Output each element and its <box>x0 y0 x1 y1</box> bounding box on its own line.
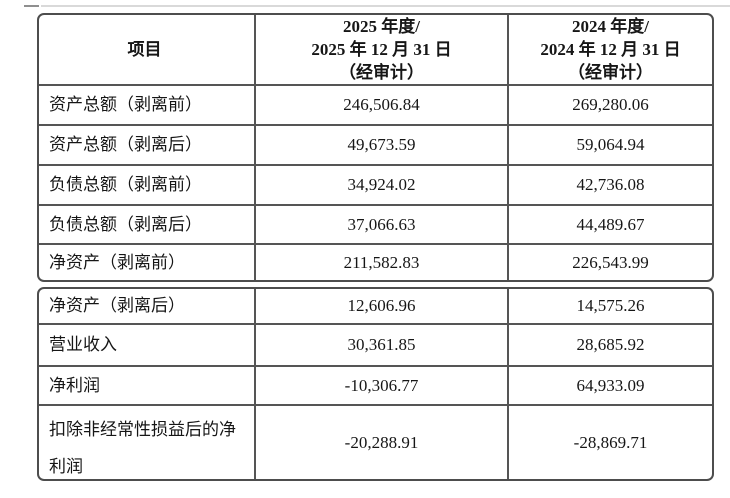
header-2024-line1: 2024 年度/ <box>572 17 649 36</box>
value-2024: 28,685.92 <box>507 325 712 365</box>
value-2024: 42,736.08 <box>507 166 712 204</box>
table-row-total-liabilities-pre: 负债总额（剥离前） 34,924.02 42,736.08 <box>39 164 712 204</box>
table-row-net-assets-pre: 净资产（剥离前） 211,582.83 226,543.99 <box>39 243 712 280</box>
table-row-net-profit-excl-nonrecurring: 扣除非经常性损益后的净利润 -20,288.91 -28,869.71 <box>39 404 712 479</box>
row-label: 负债总额（剥离后） <box>49 214 202 234</box>
top-edge-artifact-dark <box>24 5 39 7</box>
header-2025-line1: 2025 年度/ <box>343 17 420 36</box>
value-2024: 14,575.26 <box>507 289 712 323</box>
value-2024: 44,489.67 <box>507 206 712 243</box>
value-2024: 59,064.94 <box>507 126 712 164</box>
value-2025: 49,673.59 <box>254 126 507 164</box>
header-2024-line2: 2024 年 12 月 31 日 <box>540 40 681 59</box>
table-row-net-assets-post: 净资产（剥离后） 12,606.96 14,575.26 <box>39 289 712 323</box>
header-2024-line3: （经审计） <box>568 63 653 82</box>
financial-table-upper: 项目 2025 年度/ 2025 年 12 月 31 日 （经审计） 2024 … <box>37 13 714 282</box>
table-header-row: 项目 2025 年度/ 2025 年 12 月 31 日 （经审计） 2024 … <box>39 15 712 84</box>
header-2024-lines: 2024 年度/ 2024 年 12 月 31 日 （经审计） <box>540 15 680 84</box>
table-row-net-profit: 净利润 -10,306.77 64,933.09 <box>39 365 712 404</box>
financial-table-lower: 净资产（剥离后） 12,606.96 14,575.26 营业收入 30,361… <box>37 287 714 481</box>
row-label: 扣除非经常性损益后的净利润 <box>49 420 236 476</box>
table-row-total-assets-pre: 资产总额（剥离前） 246,506.84 269,280.06 <box>39 84 712 124</box>
value-2025: -20,288.91 <box>254 406 507 479</box>
value-2024: 64,933.09 <box>507 367 712 404</box>
value-2024: 226,543.99 <box>507 245 712 280</box>
row-label: 净资产（剥离后） <box>49 296 185 316</box>
value-2025: 37,066.63 <box>254 206 507 243</box>
table-row-total-liabilities-post: 负债总额（剥离后） 37,066.63 44,489.67 <box>39 204 712 243</box>
value-2025: 12,606.96 <box>254 289 507 323</box>
table-row-operating-revenue: 营业收入 30,361.85 28,685.92 <box>39 323 712 365</box>
header-item-column: 项目 <box>127 39 162 59</box>
row-label: 负债总额（剥离前） <box>49 175 202 195</box>
value-2025: -10,306.77 <box>254 367 507 404</box>
value-2024: 269,280.06 <box>507 86 712 124</box>
table-row-total-assets-post: 资产总额（剥离后） 49,673.59 59,064.94 <box>39 124 712 164</box>
value-2025: 246,506.84 <box>254 86 507 124</box>
header-2024-column: 2024 年度/ 2024 年 12 月 31 日 （经审计） <box>507 15 712 84</box>
value-2025: 30,361.85 <box>254 325 507 365</box>
row-label: 净资产（剥离前） <box>49 252 185 272</box>
row-label: 净利润 <box>49 375 100 395</box>
row-label: 资产总额（剥离前） <box>49 95 202 115</box>
header-2025-line2: 2025 年 12 月 31 日 <box>311 40 452 59</box>
header-2025-column: 2025 年度/ 2025 年 12 月 31 日 （经审计） <box>254 15 507 84</box>
header-2025-line3: （经审计） <box>339 63 424 82</box>
top-edge-artifact-light <box>41 5 730 7</box>
row-label: 营业收入 <box>49 335 117 355</box>
header-2025-lines: 2025 年度/ 2025 年 12 月 31 日 （经审计） <box>311 15 451 84</box>
value-2025: 34,924.02 <box>254 166 507 204</box>
value-2025: 211,582.83 <box>254 245 507 280</box>
row-label: 资产总额（剥离后） <box>49 135 202 155</box>
value-2024: -28,869.71 <box>507 406 712 479</box>
